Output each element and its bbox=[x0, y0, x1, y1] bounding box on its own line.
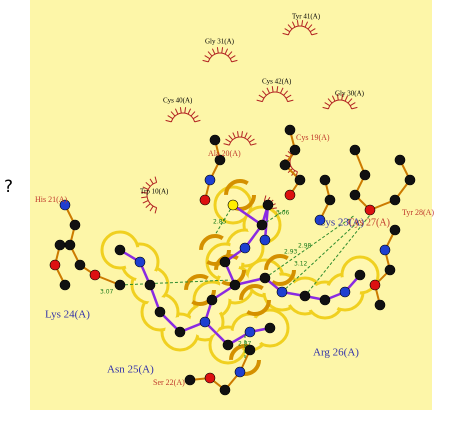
atom bbox=[325, 195, 335, 205]
atom bbox=[385, 265, 395, 275]
atom bbox=[300, 291, 310, 301]
residue-label: Tyr 41(A) bbox=[292, 13, 321, 21]
atom bbox=[65, 240, 75, 250]
ligplot-diagram: ? Tyr 41(A) Gly 31(A) Cys 42(A) Gly 30(A… bbox=[0, 0, 450, 423]
residue-label: Cys 27(A) bbox=[348, 217, 390, 228]
atom bbox=[350, 190, 360, 200]
atom bbox=[265, 323, 275, 333]
hbond-distance: 2.85 bbox=[213, 219, 227, 226]
atom bbox=[230, 280, 240, 290]
atom bbox=[90, 270, 100, 280]
atom bbox=[205, 175, 215, 185]
atom bbox=[260, 235, 270, 245]
atom bbox=[355, 270, 365, 280]
unknown-mark: ? bbox=[4, 177, 13, 197]
atom bbox=[365, 205, 375, 215]
atom bbox=[155, 307, 165, 317]
atom bbox=[228, 200, 238, 210]
atom bbox=[50, 260, 60, 270]
residue-label: Asn 25(A) bbox=[107, 364, 154, 376]
atom bbox=[350, 145, 360, 155]
hbond-distance: 3.07 bbox=[100, 289, 114, 296]
atom bbox=[285, 190, 295, 200]
residue-label: His 21(A) bbox=[35, 195, 68, 204]
residue-label: Ala 20(A) bbox=[208, 149, 241, 158]
atom bbox=[360, 170, 370, 180]
residue-label: Cys 40(A) bbox=[163, 97, 193, 105]
atom bbox=[257, 220, 267, 230]
hbond-distance: 2.87 bbox=[238, 341, 252, 348]
atom bbox=[290, 145, 300, 155]
atom bbox=[375, 300, 385, 310]
hbond-distance: 2.98 bbox=[298, 243, 312, 250]
atom bbox=[235, 367, 245, 377]
atom bbox=[135, 257, 145, 267]
atom bbox=[70, 220, 80, 230]
atom bbox=[245, 327, 255, 337]
atom bbox=[320, 295, 330, 305]
atom bbox=[263, 200, 273, 210]
residue-label: Ser 22(A) bbox=[153, 378, 185, 387]
residue-label: Cys 42(A) bbox=[262, 78, 292, 86]
atom bbox=[207, 295, 217, 305]
atom bbox=[277, 287, 287, 297]
atom bbox=[223, 340, 233, 350]
atom bbox=[280, 160, 290, 170]
atom bbox=[185, 375, 195, 385]
atom bbox=[115, 245, 125, 255]
atom bbox=[340, 287, 350, 297]
atom bbox=[285, 125, 295, 135]
atom bbox=[200, 195, 210, 205]
residue-label: Gly 30(A) bbox=[335, 90, 365, 98]
atom bbox=[220, 385, 230, 395]
atom bbox=[240, 243, 250, 253]
atom bbox=[295, 175, 305, 185]
atom bbox=[60, 280, 70, 290]
atom bbox=[200, 317, 210, 327]
residue-label: Trp 10(A) bbox=[140, 188, 169, 196]
page: ? Tyr 41(A) Gly 31(A) Cys 42(A) Gly 30(A… bbox=[0, 0, 450, 423]
atom bbox=[370, 280, 380, 290]
residue-label: Tyr 28(A) bbox=[402, 208, 434, 217]
atom bbox=[175, 327, 185, 337]
atom bbox=[320, 175, 330, 185]
hbond-distance: 2.93 bbox=[284, 249, 298, 256]
atom bbox=[395, 155, 405, 165]
residue-label: Cys 19(A) bbox=[296, 133, 330, 142]
atom bbox=[145, 280, 155, 290]
atom bbox=[55, 240, 65, 250]
atom bbox=[210, 135, 220, 145]
residue-label: Arg 26(A) bbox=[313, 347, 359, 359]
atom bbox=[390, 195, 400, 205]
atom bbox=[75, 260, 85, 270]
atom bbox=[260, 273, 270, 283]
hbond-distance: 3.06 bbox=[276, 210, 290, 217]
atom bbox=[220, 257, 230, 267]
residue-label: Lys 24(A) bbox=[45, 309, 90, 321]
atom bbox=[390, 225, 400, 235]
atom bbox=[205, 373, 215, 383]
residue-label: Gly 31(A) bbox=[205, 38, 235, 46]
atom bbox=[380, 245, 390, 255]
atom bbox=[405, 175, 415, 185]
hbond-distance: 3.12 bbox=[294, 261, 308, 268]
atom bbox=[115, 280, 125, 290]
